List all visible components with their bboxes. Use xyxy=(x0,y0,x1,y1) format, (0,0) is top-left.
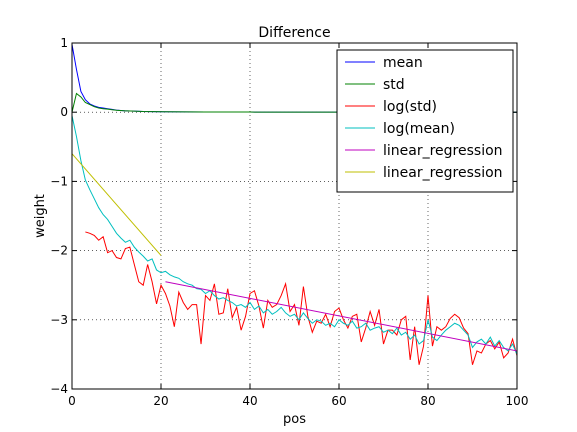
y-tick-label: −4 xyxy=(50,382,68,396)
series-line-linear-regression-5 xyxy=(71,153,162,256)
plot-frame xyxy=(71,42,518,390)
x-tick-label: 60 xyxy=(331,394,346,408)
series-line-log-mean--3 xyxy=(71,115,518,355)
legend-label: mean xyxy=(383,55,423,71)
series-lines xyxy=(71,44,518,365)
legend: mean std log(std) log(mean) linear_regressio… xyxy=(336,49,514,193)
series-line-linear-regression-4 xyxy=(165,281,518,352)
legend-label: log(mean) xyxy=(383,121,455,137)
legend-label: linear_regression xyxy=(383,165,503,181)
y-tick-label: 1 xyxy=(60,36,68,50)
y-tick-label: −2 xyxy=(50,244,68,258)
axis-ticks: 0 20 40 60 80 100 −4 −3 −2 −1 0 1 xyxy=(50,36,528,408)
chart-title: Difference xyxy=(258,25,330,41)
x-tick-label: 40 xyxy=(242,394,257,408)
y-axis-label: weight xyxy=(33,194,48,238)
y-tick-label: −3 xyxy=(50,313,68,327)
legend-label: log(std) xyxy=(383,99,437,115)
x-axis-label: pos xyxy=(283,412,306,427)
x-tick-label: 20 xyxy=(153,394,168,408)
y-tick-label: −1 xyxy=(50,174,68,188)
legend-label: linear_regression xyxy=(383,143,503,159)
series-line-log-std--2 xyxy=(85,231,518,365)
grid xyxy=(72,43,517,389)
x-tick-label: 0 xyxy=(68,394,76,408)
x-tick-label: 100 xyxy=(506,394,529,408)
x-tick-label: 80 xyxy=(420,394,435,408)
y-tick-label: 0 xyxy=(60,105,68,119)
legend-label: std xyxy=(383,77,405,93)
legend-box xyxy=(336,49,514,193)
